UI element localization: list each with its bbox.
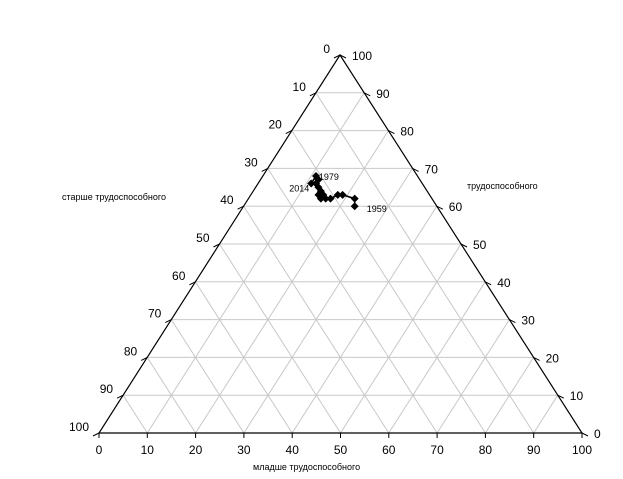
left-tick	[189, 281, 196, 286]
grid-line	[388, 281, 486, 434]
left-tick-label: 10	[293, 80, 307, 94]
right-tick-label: 60	[449, 200, 463, 214]
data-point	[350, 202, 359, 211]
right-tick	[436, 205, 444, 210]
left-tick	[213, 243, 220, 248]
grid-line	[533, 394, 559, 434]
grid-line	[219, 243, 341, 434]
left-tick	[237, 205, 244, 210]
grid-line	[484, 357, 535, 434]
right-tick	[557, 394, 565, 399]
bottom-tick-label: 60	[382, 443, 396, 457]
bottom-tick-label: 40	[286, 443, 300, 457]
right-tick	[533, 356, 540, 361]
left-tick	[285, 130, 293, 135]
grid-line	[146, 92, 365, 434]
bottom-axis-title: младше трудоспособного	[253, 462, 360, 472]
bottom-tick-label: 50	[334, 443, 348, 457]
right-tick	[484, 281, 492, 286]
right-tick	[581, 432, 589, 437]
data-point	[307, 179, 316, 188]
data-point	[350, 194, 359, 203]
right-tick	[363, 92, 371, 97]
data-point	[333, 190, 342, 199]
grid-line	[315, 92, 535, 434]
right-tick-label: 90	[376, 87, 390, 101]
left-tick	[116, 394, 124, 399]
bottom-tick-label: 20	[189, 443, 203, 457]
grid-lines	[122, 92, 559, 434]
right-tick-label: 30	[521, 314, 535, 328]
bottom-tick-label: 30	[237, 443, 251, 457]
right-tick-label: 40	[497, 276, 511, 290]
left-tick-label: 50	[196, 231, 210, 245]
point-label: 1979	[319, 172, 339, 182]
left-tick-label: 100	[69, 420, 89, 434]
grid-line	[194, 281, 293, 434]
bottom-tick-label: 80	[479, 443, 493, 457]
left-tick-label: 30	[244, 155, 258, 169]
bottom-tick-label: 90	[527, 443, 541, 457]
grid-line	[122, 394, 148, 434]
right-tick-label: 70	[425, 162, 439, 176]
point-label: 2014	[289, 184, 309, 194]
right-tick	[388, 130, 395, 135]
tick-labels: 0 10 20 30 40 50 60 70 80 90 100010203040506070809…	[69, 42, 601, 457]
tick-marks	[92, 54, 589, 438]
right-tick-label: 10	[570, 389, 584, 403]
right-tick	[339, 54, 347, 59]
left-tick	[261, 167, 268, 172]
left-tick-label: 80	[124, 344, 138, 358]
data-point	[338, 190, 347, 199]
bottom-tick-label: 70	[430, 443, 444, 457]
left-tick-label: 20	[268, 118, 282, 132]
data-point	[326, 194, 335, 203]
left-tick	[309, 92, 317, 97]
right-tick-label: 0	[594, 427, 601, 441]
left-tick	[165, 319, 172, 324]
data-series	[307, 171, 359, 211]
left-tick	[92, 432, 100, 437]
grid-line	[436, 319, 510, 434]
grid-line	[170, 319, 245, 434]
bottom-tick-label: 10	[141, 443, 155, 457]
bottom-tick-label: 0	[96, 443, 103, 457]
right-tick	[509, 319, 516, 324]
left-tick-label: 70	[148, 307, 162, 321]
left-tick-label: 90	[100, 382, 114, 396]
right-tick-label: 100	[352, 49, 372, 63]
point-label: 1959	[367, 204, 387, 214]
right-tick	[412, 167, 419, 172]
right-tick	[460, 243, 468, 248]
grid-line	[340, 243, 462, 434]
left-tick-label: 0	[323, 42, 330, 56]
left-tick-label: 40	[220, 193, 234, 207]
data-point	[312, 171, 321, 180]
right-axis-title: трудоспособного	[467, 181, 538, 191]
point-labels: 1959 1979 2014	[289, 172, 387, 214]
left-tick-label: 60	[172, 269, 186, 283]
right-tick-label: 20	[546, 351, 560, 365]
grid-line	[146, 357, 197, 434]
right-tick-label: 80	[400, 125, 414, 139]
left-axis-title: старше трудоспособного	[62, 192, 166, 202]
right-tick-label: 50	[473, 238, 487, 252]
left-tick	[333, 54, 341, 59]
bottom-tick-label: 100	[572, 443, 592, 457]
grid-line	[267, 168, 438, 434]
grid-line	[243, 168, 414, 434]
left-tick	[140, 356, 148, 361]
